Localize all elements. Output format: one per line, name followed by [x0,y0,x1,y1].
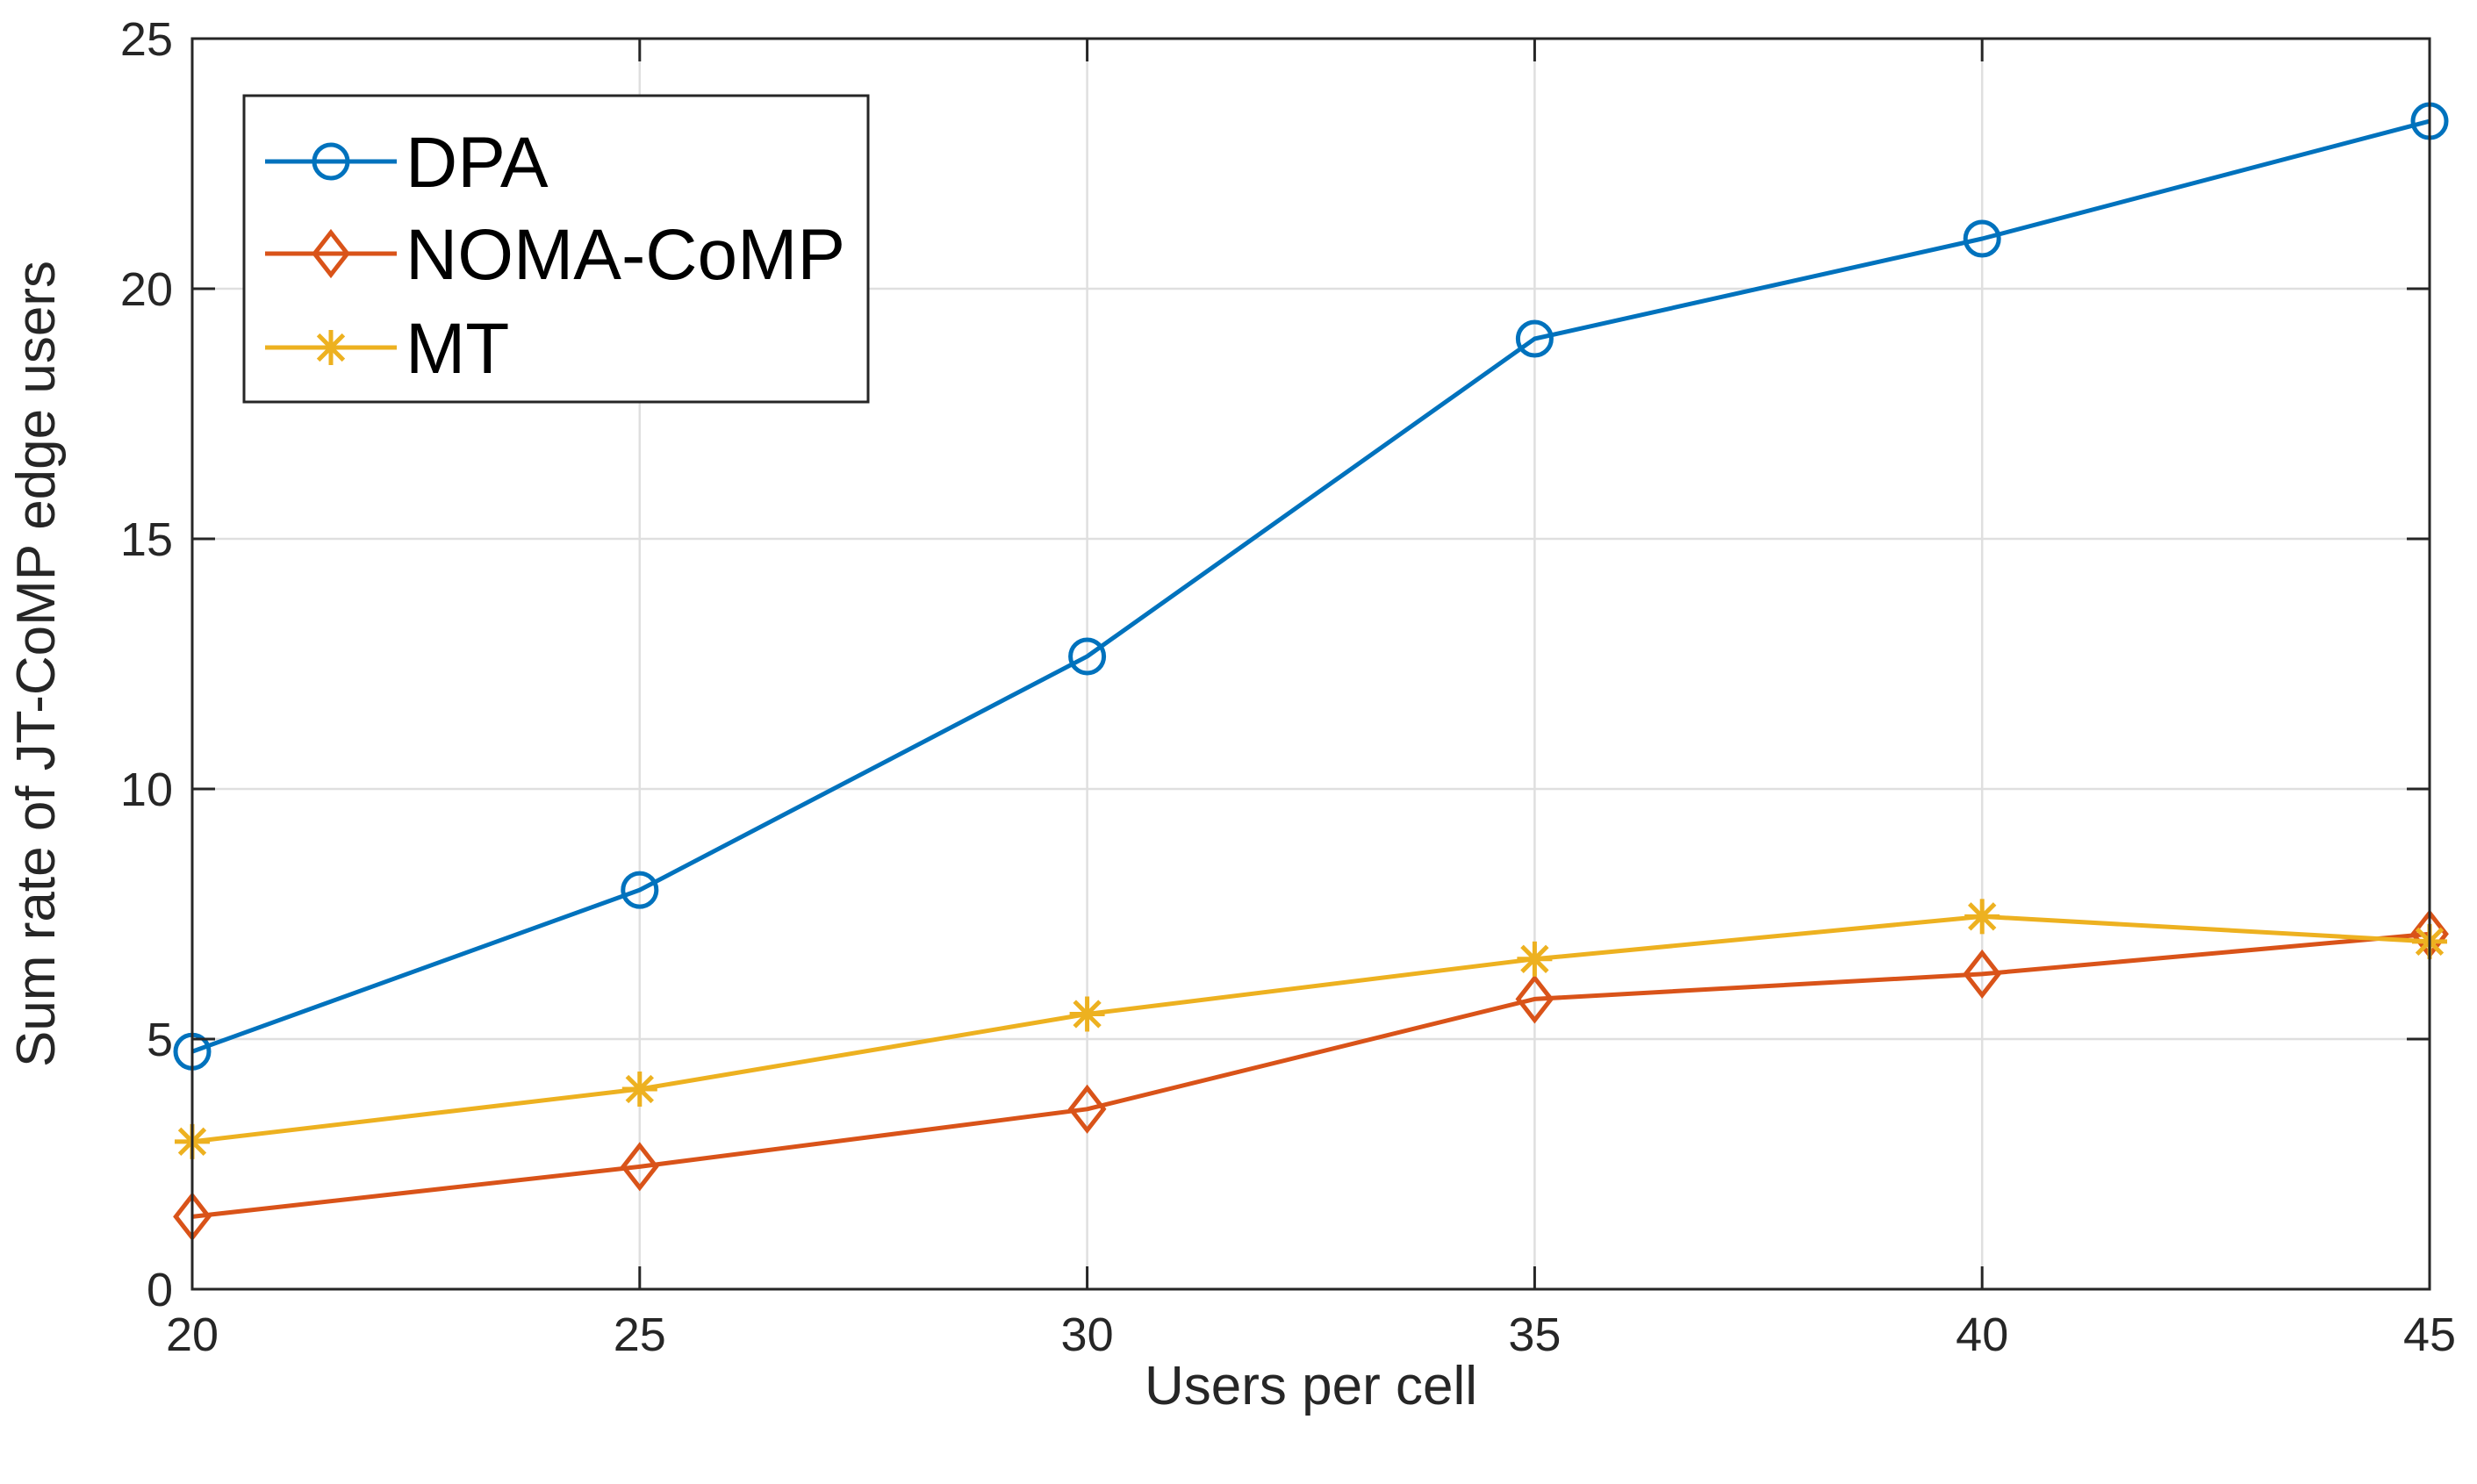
data-point-mt [621,1072,657,1107]
y-tick-label: 20 [120,263,173,316]
legend-marker-mt [313,330,348,365]
data-point-noma-comp [1515,974,1554,1024]
legend-box [242,94,870,404]
data-point-noma-comp [1067,1084,1107,1134]
legend-label-mt: MT [406,309,509,389]
data-point-dpa [1068,637,1107,676]
data-point-dpa [1515,319,1554,358]
x-tick-label: 30 [1061,1308,1114,1361]
y-tick-label: 0 [147,1264,173,1316]
y-tick-label: 15 [120,513,173,566]
x-axis-title: Users per cell [1145,1356,1477,1416]
data-point-noma-comp [1963,949,2002,999]
y-axis-title: Sum rate of JT-CoMP edge users [6,261,67,1067]
y-tick-label: 10 [120,764,173,816]
data-point-mt [1517,941,1553,977]
legend-marker-mt-d2 [316,333,346,362]
data-point-mt-d2 [1073,1000,1102,1029]
data-point-noma-comp [620,1142,659,1192]
data-point-dpa [1963,219,2001,258]
data-point-mt [1069,996,1105,1032]
series-layer [173,102,2449,1242]
axis-ticks: 20 25 30 35 40 45 0 5 10 15 20 25 [120,13,2456,1361]
legend: DPA NOMA-CoMP MT [242,94,870,404]
axes-box [190,37,2431,1291]
data-point-mt-d2 [1520,944,1549,973]
legend-label-dpa: DPA [406,123,549,203]
y-tick-label: 5 [147,1014,173,1066]
data-point-dpa [621,871,659,909]
legend-marker-dpa [312,142,350,181]
x-tick-label: 40 [1956,1308,2008,1361]
legend-label-noma-comp: NOMA-CoMP [406,215,845,295]
series-line-dpa [191,118,2430,1054]
y-tick-label: 25 [120,13,173,66]
x-tick-label: 45 [2403,1308,2456,1361]
series-line-noma-comp [191,931,2430,1219]
legend-marker-noma-comp [312,228,350,279]
data-point-mt-d2 [1968,902,1997,931]
x-tick-label: 20 [166,1308,219,1361]
series-line-mt [191,914,2430,1144]
data-point-mt-d2 [625,1074,654,1104]
x-tick-label: 25 [614,1308,666,1361]
data-point-mt [1964,899,2000,935]
x-tick-label: 35 [1508,1308,1561,1361]
